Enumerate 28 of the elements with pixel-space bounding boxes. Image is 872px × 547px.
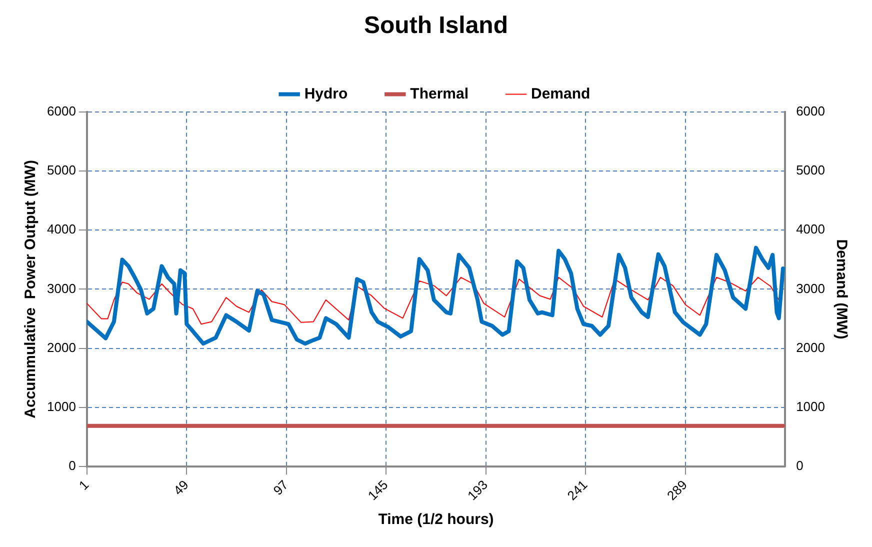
x-tick-label: 49 [170,477,192,498]
y2-tick-label: 1000 [796,399,825,414]
chart-title: South Island [364,12,508,40]
legend-label: Thermal [410,85,469,102]
y-tick-label: 3000 [47,280,76,296]
x-tick-label: 241 [564,477,590,504]
x-tick-label: 97 [270,477,292,498]
y-tick-label: 5000 [47,162,76,178]
x-axis-title: Time (1/2 hours) [378,511,494,528]
x-tick-label: 145 [364,477,391,504]
y2-tick-label: 3000 [796,280,825,296]
y2-tick-label: 6000 [796,103,825,118]
y-tick-label: 2000 [47,340,76,355]
y-tick-label: 1000 [47,399,76,414]
y-axis-title: Accummulative Power Output (MW) [22,160,40,418]
y2-axis-title: Demand (MW) [832,239,850,340]
y2-tick-label: 2000 [796,340,825,355]
y2-tick-label: 5000 [796,162,825,178]
x-tick-label: 1 [76,477,92,493]
y2-tick-label: 0 [796,458,804,474]
x-tick-label: 289 [664,477,690,504]
legend-label: Hydro [304,85,348,102]
x-tick-label: 193 [464,477,491,504]
y2-tick-label: 4000 [796,222,825,237]
legend-label: Demand [531,85,590,102]
y-tick-label: 6000 [47,103,76,118]
y-tick-label: 0 [68,458,76,474]
y-tick-label: 4000 [47,222,76,237]
